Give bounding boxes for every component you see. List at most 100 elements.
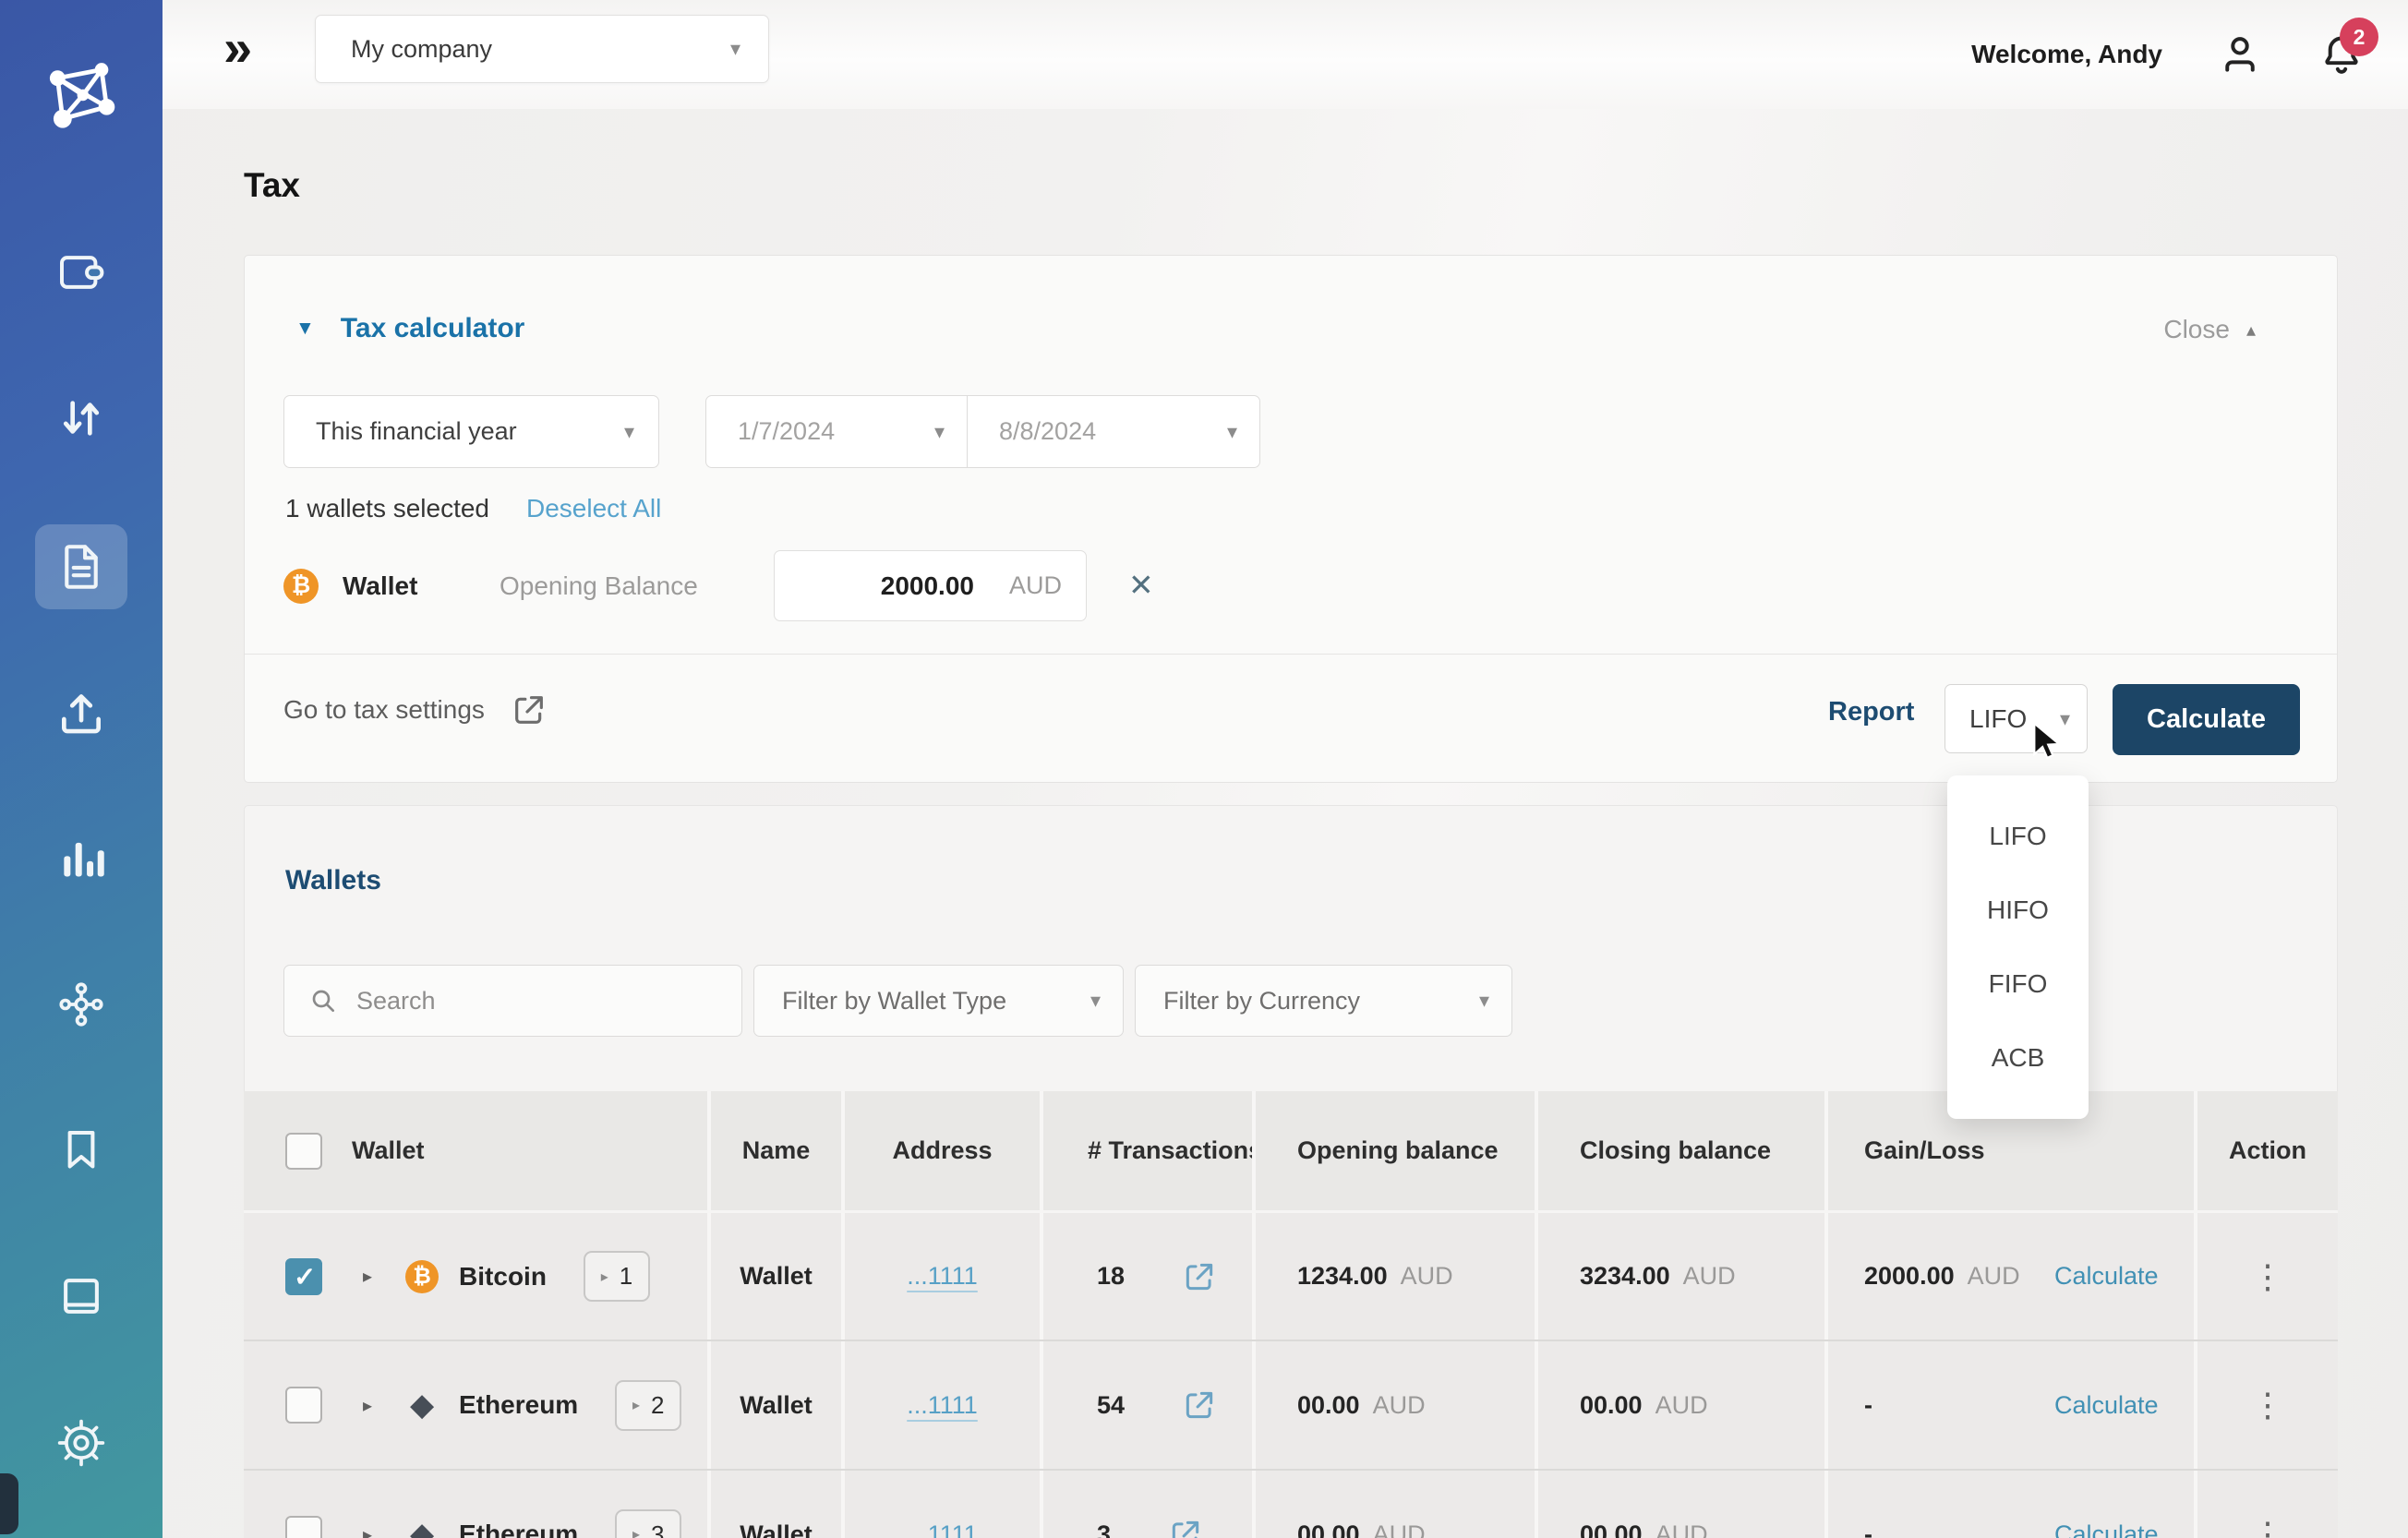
- wallet-count: 1: [619, 1262, 633, 1290]
- sidebar-item-wallets[interactable]: [0, 247, 163, 297]
- sidebar-expand-icon[interactable]: »: [223, 18, 253, 77]
- triangle-down-icon: ▼: [295, 318, 315, 339]
- col-gain-loss: Gain/Loss: [1828, 1091, 2197, 1210]
- closing-balance-value: 00.00: [1580, 1520, 1643, 1538]
- app-logo: [0, 54, 163, 137]
- filter-wallet-type-select[interactable]: Filter by Wallet Type ▾: [753, 965, 1124, 1037]
- select-all-checkbox[interactable]: [285, 1132, 322, 1170]
- gear-icon: [57, 1419, 105, 1467]
- sidebar-item-ledger[interactable]: [0, 1271, 163, 1321]
- sidebar-item-transactions[interactable]: [0, 393, 163, 443]
- table-body: ▸ ₿ Bitcoin ▸ 1 Wallet ...1111 18 1234.0…: [244, 1210, 2338, 1538]
- opening-balance-value: 1234.00: [1297, 1262, 1388, 1290]
- transaction-count: 54: [1097, 1390, 1126, 1419]
- wallet-address-link[interactable]: ...1111: [907, 1520, 978, 1538]
- wallet-address-link[interactable]: ...1111: [907, 1262, 978, 1290]
- mouse-cursor: [2033, 721, 2062, 760]
- chevron-down-icon: ▾: [1226, 419, 1237, 443]
- row-checkbox[interactable]: [285, 1516, 322, 1538]
- company-selector[interactable]: My company ▾: [315, 15, 769, 83]
- wallet-count-badge[interactable]: ▸ 2: [615, 1379, 682, 1431]
- opening-balance-input[interactable]: 2000.00 AUD: [774, 550, 1087, 621]
- table-row: ▸ ◆ Ethereum ▸ 2 Wallet ...1111 54 00.00…: [244, 1340, 2338, 1469]
- row-menu-icon[interactable]: ⋮: [2251, 1256, 2284, 1295]
- calculate-link[interactable]: Calculate: [2054, 1520, 2159, 1538]
- calculate-link[interactable]: Calculate: [2054, 1390, 2159, 1419]
- notifications-button[interactable]: 2: [2318, 18, 2378, 78]
- open-transactions-icon[interactable]: [1182, 1259, 1217, 1294]
- col-opening-balance: Opening balance: [1256, 1091, 1538, 1210]
- chevron-right-icon: ▸: [632, 1527, 640, 1538]
- menu-item-acb[interactable]: ACB: [1991, 1043, 2045, 1072]
- selected-wallet-name: Wallet: [343, 571, 418, 600]
- chevron-down-icon: ▾: [729, 37, 740, 60]
- profile-button[interactable]: [2216, 30, 2264, 78]
- company-selector-value: My company: [351, 34, 493, 63]
- wallet-count-badge[interactable]: ▸ 1: [583, 1251, 650, 1302]
- row-checkbox[interactable]: [285, 1257, 322, 1295]
- period-select[interactable]: This financial year ▾: [283, 395, 659, 468]
- expand-chevron-icon[interactable]: ▸: [363, 1395, 373, 1416]
- currency-label: AUD: [1400, 1262, 1453, 1290]
- col-address: Address: [845, 1091, 1043, 1210]
- wallet-name-cell: Wallet: [711, 1341, 845, 1469]
- wallet-address-link[interactable]: ...1111: [907, 1390, 978, 1419]
- sidebar-item-upload[interactable]: [0, 688, 163, 738]
- coin-icon: ◆: [409, 1388, 435, 1423]
- caret-up-icon: ▴: [2245, 319, 2256, 341]
- network-logo-icon: [49, 63, 115, 128]
- row-checkbox[interactable]: [285, 1387, 322, 1424]
- calculate-button[interactable]: Calculate: [2113, 684, 2300, 755]
- wallet-name-cell: Wallet: [711, 1213, 845, 1340]
- tax-calculator-title: Tax calculator: [340, 313, 525, 343]
- currency-label: AUD: [1372, 1390, 1426, 1419]
- sidebar-item-analytics[interactable]: [0, 835, 163, 885]
- date-from-select[interactable]: 1/7/2024 ▾: [706, 396, 968, 467]
- report-method-select[interactable]: LIFO ▾: [1944, 684, 2088, 753]
- date-to-select[interactable]: 8/8/2024 ▾: [968, 396, 1259, 467]
- menu-item-hifo[interactable]: HIFO: [1987, 895, 2049, 924]
- expand-chevron-icon[interactable]: ▸: [363, 1524, 373, 1538]
- sidebar-item-network[interactable]: [0, 979, 163, 1029]
- row-menu-icon[interactable]: ⋮: [2251, 1515, 2284, 1538]
- sidebar-item-bookmarks[interactable]: [0, 1124, 163, 1174]
- wallets-title: Wallets: [285, 865, 381, 895]
- open-transactions-icon[interactable]: [1168, 1517, 1203, 1538]
- wallet-search-input[interactable]: Search: [283, 965, 742, 1037]
- document-icon: [65, 545, 98, 589]
- open-transactions-icon[interactable]: [1182, 1388, 1217, 1423]
- wallet-name-cell: Wallet: [711, 1471, 845, 1538]
- sidebar-item-settings[interactable]: [0, 1418, 163, 1468]
- closing-balance-value: 00.00: [1580, 1390, 1643, 1419]
- gain-loss-value: -: [1864, 1390, 1872, 1419]
- coin-icon: ₿: [405, 1259, 439, 1293]
- deselect-all-link[interactable]: Deselect All: [526, 494, 662, 523]
- tax-calculator-header[interactable]: ▼ Tax calculator: [295, 313, 524, 344]
- period-select-value: This financial year: [316, 417, 517, 445]
- row-menu-icon[interactable]: ⋮: [2251, 1386, 2284, 1424]
- expand-chevron-icon[interactable]: ▸: [363, 1267, 373, 1287]
- network-hub-icon: [59, 982, 103, 1027]
- calculate-link[interactable]: Calculate: [2054, 1262, 2159, 1290]
- close-panel-button[interactable]: Close ▴: [2163, 315, 2256, 344]
- search-placeholder: Search: [356, 986, 436, 1015]
- currency-label: AUD: [1682, 1262, 1736, 1290]
- table-row: ▸ ₿ Bitcoin ▸ 1 Wallet ...1111 18 1234.0…: [244, 1210, 2338, 1340]
- filter-currency-select[interactable]: Filter by Currency ▾: [1135, 965, 1512, 1037]
- coin-icon: ◆: [409, 1517, 435, 1538]
- chevron-right-icon: ▸: [600, 1268, 608, 1285]
- go-to-tax-settings-link[interactable]: Go to tax settings: [283, 691, 548, 728]
- menu-item-fifo[interactable]: FIFO: [1988, 969, 2048, 998]
- external-link-icon: [514, 696, 543, 724]
- remove-wallet-icon[interactable]: ✕: [1128, 568, 1154, 602]
- selected-wallet-row: ₿ Wallet Opening Balance 2000.00 AUD ✕: [283, 550, 1154, 621]
- coin-name: Ethereum: [459, 1390, 579, 1419]
- date-from-value: 1/7/2024: [738, 417, 836, 445]
- wallet-count-badge[interactable]: ▸ 3: [615, 1508, 682, 1538]
- sidebar-item-tax-reports[interactable]: [0, 542, 163, 592]
- tax-calculator-panel: ▼ Tax calculator Close ▴ This financial …: [244, 255, 2338, 783]
- menu-item-lifo[interactable]: LIFO: [1989, 822, 2047, 850]
- sidebar: [0, 0, 163, 1538]
- currency-label: AUD: [1655, 1520, 1708, 1538]
